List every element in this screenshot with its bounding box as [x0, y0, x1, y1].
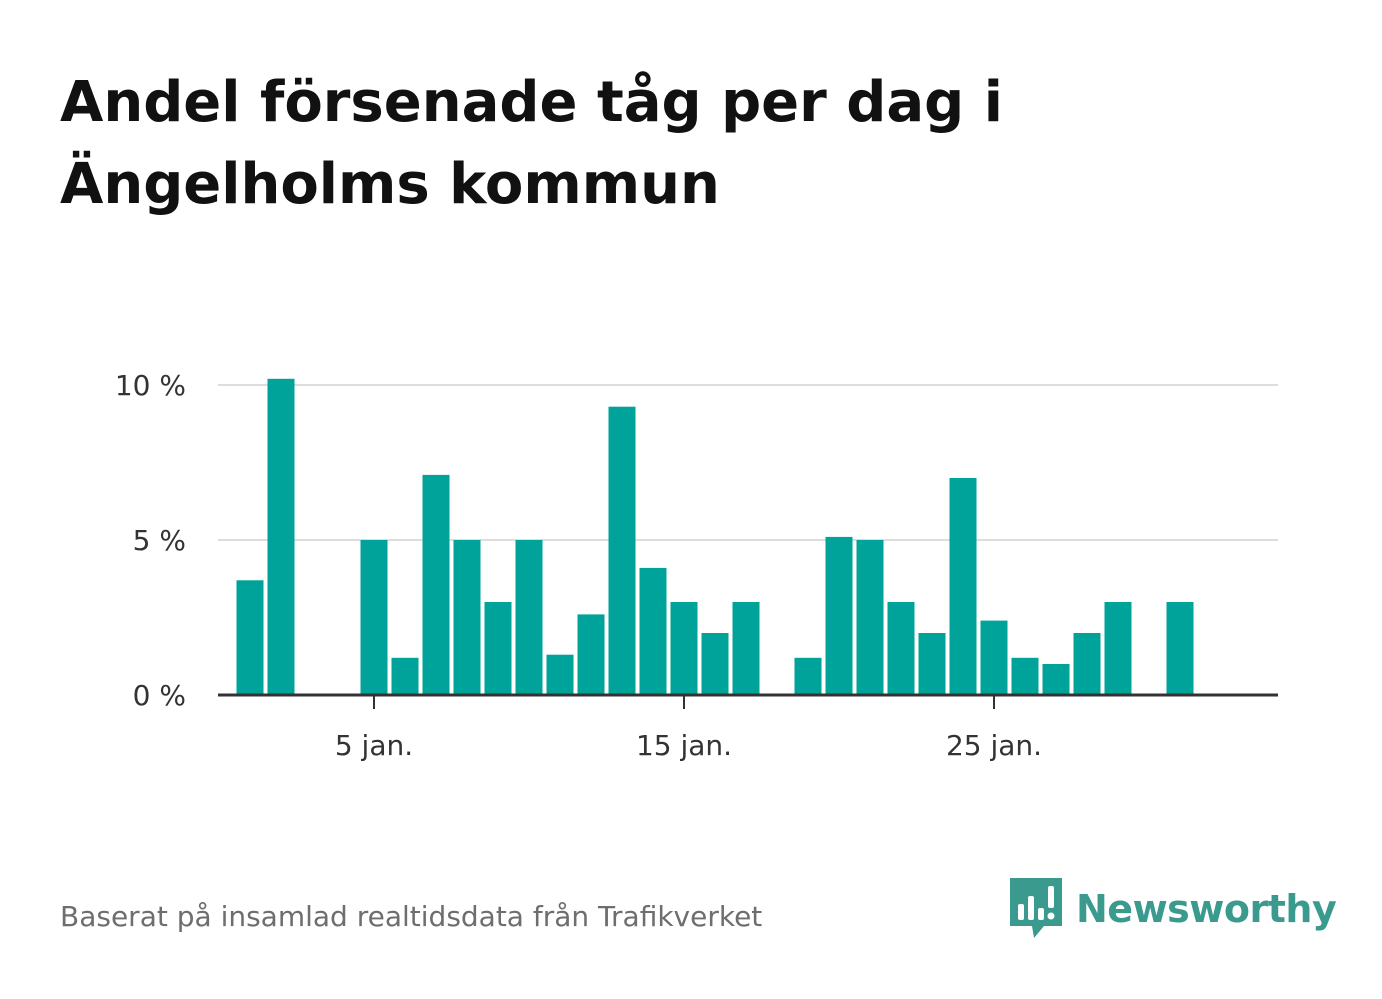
bar-day-7 [422, 474, 450, 695]
chart-title: Andel försenade tåg per dag i Ängelholms… [60, 70, 1003, 217]
bar-day-27 [1042, 664, 1070, 695]
y-tick-label: 0 % [133, 679, 186, 712]
x-tick-label: 15 jan. [636, 729, 732, 762]
bar-day-23 [918, 633, 946, 695]
bar-day-8 [453, 540, 481, 695]
bar-day-2 [267, 378, 295, 695]
bar-day-21 [856, 540, 884, 695]
newsworthy-logo-icon [1010, 878, 1062, 938]
y-tick-label: 10 % [115, 369, 186, 402]
brand-logo[interactable]: Newsworthy [1010, 878, 1337, 940]
bar-day-11 [546, 654, 574, 695]
bar-day-17 [732, 602, 760, 695]
bar-day-16 [701, 633, 729, 695]
bar-day-5 [360, 540, 388, 695]
source-note: Baserat på insamlad realtidsdata från Tr… [60, 900, 763, 933]
bar-day-26 [1011, 657, 1039, 695]
x-tick-label: 25 jan. [946, 729, 1042, 762]
bar-day-1 [236, 580, 264, 695]
bar-day-12 [577, 614, 605, 695]
bar-day-9 [484, 602, 512, 695]
x-tick-label: 5 jan. [335, 729, 413, 762]
bar-day-6 [391, 657, 419, 695]
bar-day-31 [1166, 602, 1194, 695]
brand-name: Newsworthy [1076, 887, 1337, 931]
bar-day-13 [608, 406, 636, 695]
bar-day-24 [949, 478, 977, 695]
bar-day-22 [887, 602, 915, 695]
bar-day-25 [980, 620, 1008, 695]
bar-day-10 [515, 540, 543, 695]
y-tick-label: 5 % [133, 524, 186, 557]
bar-day-15 [670, 602, 698, 695]
bar-day-29 [1104, 602, 1132, 695]
bar-day-28 [1073, 633, 1101, 695]
bar-day-19 [794, 657, 822, 695]
bar-day-14 [639, 567, 667, 695]
bar-day-20 [825, 536, 853, 695]
